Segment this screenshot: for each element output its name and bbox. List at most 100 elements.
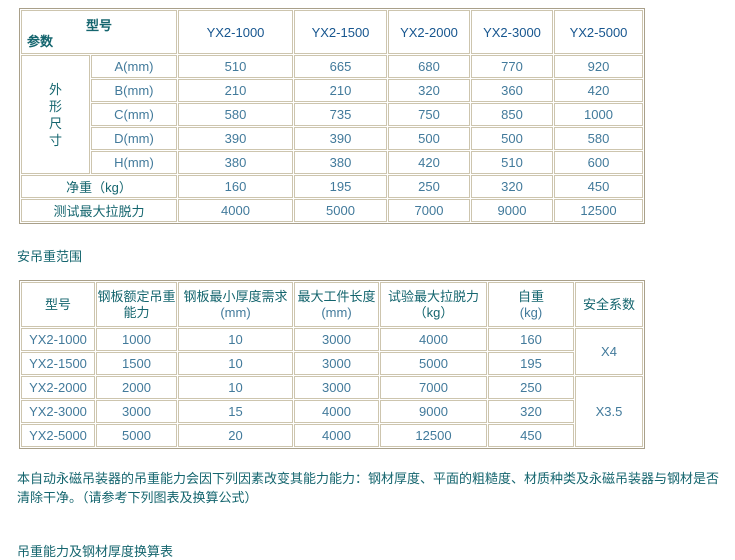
value-cell: 420 [388, 151, 470, 174]
model-cell: YX2-1500 [21, 352, 95, 375]
value-cell: 195 [294, 175, 387, 198]
value-cell: 2000 [96, 376, 177, 399]
value-cell: 1500 [96, 352, 177, 375]
value-cell: 1000 [554, 103, 643, 126]
capacity-note-text: 本自动永磁吊装器的吊重能力会因下列因素改变其能力能力：钢材厚度、平面的粗糙度、材… [17, 471, 720, 505]
value-cell: 210 [178, 79, 293, 102]
value-cell: 4000 [178, 199, 293, 222]
value-cell: 580 [554, 127, 643, 150]
value-cell: 195 [488, 352, 574, 375]
table-row: YX2-1000 1000 10 3000 4000 160 X4 [21, 328, 643, 375]
corner-label-parameter: 参数 [27, 34, 54, 49]
column-header-rated-capacity: 钢板额定吊重 能力 [96, 282, 177, 327]
table-header-row: 型号 钢板额定吊重 能力 钢板最小厚度需求 (mm) 最大工件长度 (mm) 试… [21, 282, 643, 327]
value-cell: 450 [554, 175, 643, 198]
value-cell: 20 [178, 424, 293, 447]
model-header: YX2-1500 [294, 10, 387, 54]
value-cell: 450 [488, 424, 574, 447]
value-cell: 4000 [380, 328, 487, 351]
value-cell: 250 [388, 175, 470, 198]
safety-factor-cell: X4 [575, 328, 643, 375]
value-cell: 320 [471, 175, 553, 198]
value-cell: 4000 [294, 400, 379, 423]
table-row: YX2-2000 2000 10 3000 7000 250 X3.5 [21, 376, 643, 447]
value-cell: 5000 [96, 424, 177, 447]
table-row: 净重（kg） 160 195 250 320 450 [21, 175, 643, 198]
section-title-lifting-range: 安吊重范围 [17, 249, 83, 264]
value-cell: 3000 [96, 400, 177, 423]
column-header-safety-factor: 安全系数 [575, 282, 643, 327]
dimensions-spec-table: 型号 参数 YX2-1000 YX2-1500 YX2-2000 YX2-300… [19, 8, 645, 224]
value-cell: 850 [471, 103, 553, 126]
table-header-row: 型号 参数 YX2-1000 YX2-1500 YX2-2000 YX2-300… [21, 10, 643, 54]
column-header-min-thickness: 钢板最小厚度需求 (mm) [178, 282, 293, 327]
value-cell: 420 [554, 79, 643, 102]
value-cell: 160 [488, 328, 574, 351]
param-label: C(mm) [91, 103, 177, 126]
column-header-self-weight: 自重 (kg) [488, 282, 574, 327]
table-row: 测试最大拉脱力 4000 5000 7000 9000 12500 [21, 199, 643, 222]
model-header: YX2-1000 [178, 10, 293, 54]
column-header-test-max-pull: 试验最大拉脱力 （kg） [380, 282, 487, 327]
corner-label-model: 型号 [85, 18, 112, 33]
dimension-group-label: 外形尺寸 [48, 81, 62, 148]
value-cell: 5000 [294, 199, 387, 222]
value-cell: 3000 [294, 376, 379, 399]
net-weight-label: 净重（kg） [21, 175, 177, 198]
value-cell: 380 [178, 151, 293, 174]
value-cell: 390 [294, 127, 387, 150]
value-cell: 4000 [294, 424, 379, 447]
value-cell: 380 [294, 151, 387, 174]
value-cell: 580 [178, 103, 293, 126]
value-cell: 500 [471, 127, 553, 150]
table-row: 外形尺寸 A(mm) 510 665 680 770 920 [21, 55, 643, 174]
model-cell: YX2-1000 [21, 328, 95, 351]
table-row: B(mm) 210 210 320 360 420 [21, 79, 643, 102]
column-header-max-length: 最大工件长度 (mm) [294, 282, 379, 327]
value-cell: 10 [178, 376, 293, 399]
section-title-conversion-table: 吊重能力及钢材厚度换算表 [17, 544, 174, 559]
table-row: YX2-5000 5000 20 4000 12500 450 [21, 424, 643, 447]
capacity-spec-table: 型号 钢板额定吊重 能力 钢板最小厚度需求 (mm) 最大工件长度 (mm) 试… [19, 280, 645, 449]
value-cell: 770 [471, 55, 553, 78]
value-cell: 360 [471, 79, 553, 102]
value-cell: 7000 [380, 376, 487, 399]
table-row: H(mm) 380 380 420 510 600 [21, 151, 643, 174]
value-cell: 320 [388, 79, 470, 102]
param-label: H(mm) [91, 151, 177, 174]
value-cell: 510 [178, 55, 293, 78]
value-cell: 920 [554, 55, 643, 78]
value-cell: 9000 [471, 199, 553, 222]
value-cell: 5000 [380, 352, 487, 375]
table-row: C(mm) 580 735 750 850 1000 [21, 103, 643, 126]
model-header: YX2-3000 [471, 10, 553, 54]
value-cell: 10 [178, 352, 293, 375]
dimension-group-cell: 外形尺寸 [21, 55, 90, 174]
value-cell: 665 [294, 55, 387, 78]
value-cell: 680 [388, 55, 470, 78]
table-row: D(mm) 390 390 500 500 580 [21, 127, 643, 150]
model-cell: YX2-5000 [21, 424, 95, 447]
param-label: B(mm) [91, 79, 177, 102]
value-cell: 500 [388, 127, 470, 150]
table-row: YX2-1500 1500 10 3000 5000 195 [21, 352, 643, 375]
value-cell: 320 [488, 400, 574, 423]
value-cell: 10 [178, 328, 293, 351]
value-cell: 510 [471, 151, 553, 174]
column-header-model: 型号 [21, 282, 95, 327]
safety-factor-cell: X3.5 [575, 376, 643, 447]
value-cell: 160 [178, 175, 293, 198]
value-cell: 15 [178, 400, 293, 423]
max-pull-label: 测试最大拉脱力 [21, 199, 177, 222]
corner-header-cell: 型号 参数 [21, 10, 177, 54]
model-header: YX2-2000 [388, 10, 470, 54]
value-cell: 600 [554, 151, 643, 174]
value-cell: 390 [178, 127, 293, 150]
value-cell: 210 [294, 79, 387, 102]
value-cell: 12500 [380, 424, 487, 447]
value-cell: 750 [388, 103, 470, 126]
value-cell: 3000 [294, 352, 379, 375]
value-cell: 1000 [96, 328, 177, 351]
model-cell: YX2-2000 [21, 376, 95, 399]
